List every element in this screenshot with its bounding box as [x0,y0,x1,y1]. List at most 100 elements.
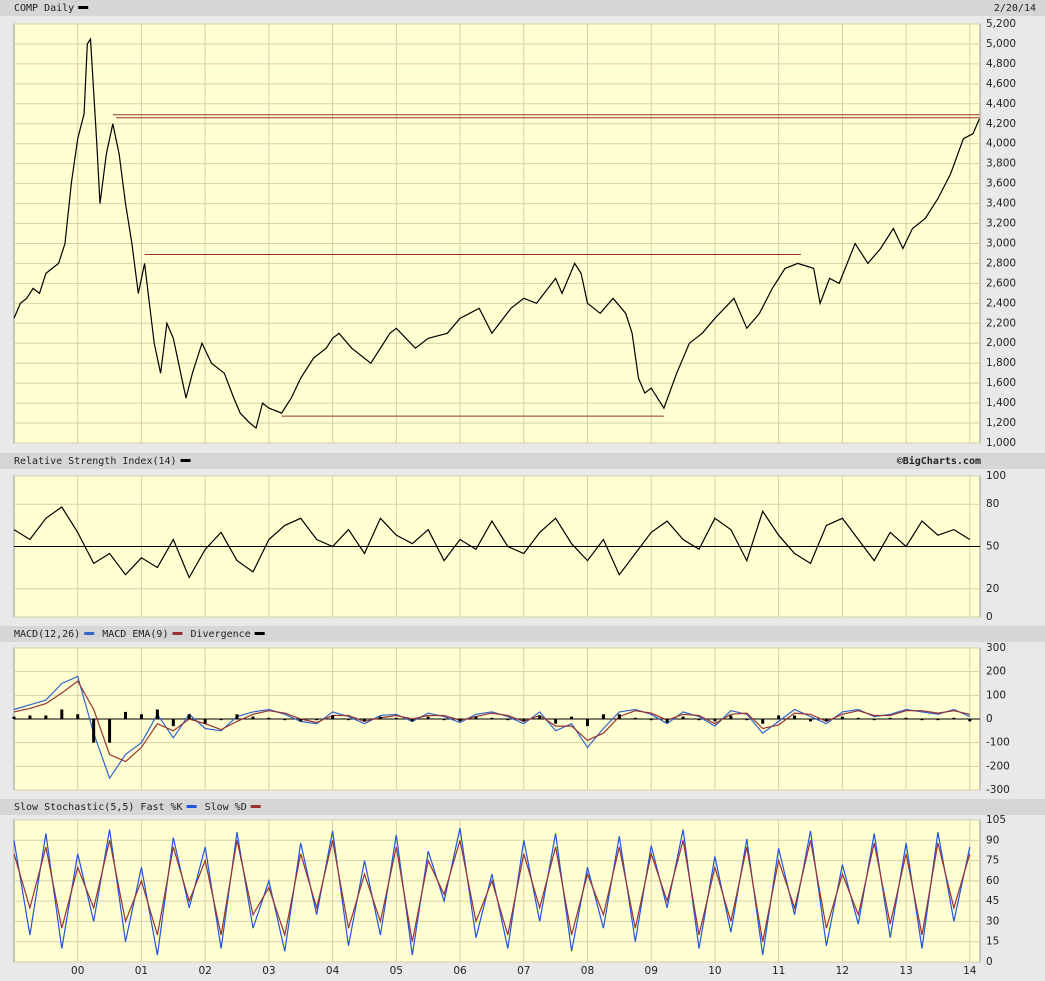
y-tick-label: 4,400 [986,98,1016,110]
panel-header [0,0,1045,16]
divergence-bar [362,719,366,722]
y-tick-label: 5,200 [986,18,1016,30]
divergence-bar [474,716,478,719]
legend-label: MACD EMA(9) [102,629,168,640]
x-tick-label: 04 [326,965,340,977]
y-tick-label: 3,600 [986,178,1016,190]
divergence-bar [60,709,64,719]
divergence-bar [171,719,175,727]
divergence-bar [713,719,717,722]
divergence-bar [347,719,351,721]
y-tick-label: 50 [986,541,999,553]
y-tick-label: 45 [986,895,999,907]
divergence-bar [442,719,446,721]
divergence-bar [554,719,558,724]
y-tick-label: 1,600 [986,377,1016,389]
y-tick-label: 105 [986,814,1006,826]
divergence-bar [28,715,32,719]
divergence-bar [697,719,701,721]
divergence-bar [155,709,159,719]
x-tick-label: 08 [581,965,594,977]
divergence-bar [665,719,669,723]
legend-label: Slow %D [205,802,247,813]
divergence-bar [219,719,223,721]
x-tick-label: 12 [836,965,849,977]
series-line [13,680,970,763]
y-tick-label: 2,600 [986,277,1016,289]
y-tick-label: 90 [986,834,999,846]
divergence-bar [394,717,398,719]
y-tick-label: 0 [986,611,993,623]
divergence-bar [283,719,287,721]
x-tick-label: 09 [645,965,658,977]
x-tick-label: 10 [708,965,721,977]
divergence-bar [251,716,255,719]
legend-label: COMP Daily [14,3,74,14]
legend-swatch [78,6,89,9]
legend-label: Divergence [190,629,250,640]
divergence-bar [522,719,526,722]
panel-header [0,453,1045,469]
y-tick-label: 2,000 [986,337,1016,349]
y-tick-label: 1,400 [986,397,1016,409]
y-tick-label: 1,200 [986,417,1016,429]
divergence-bar [824,719,828,722]
y-tick-label: 2,400 [986,297,1016,309]
divergence-bar [904,717,908,719]
divergence-bar [952,717,956,719]
divergence-bar [633,717,637,719]
y-tick-label: 3,800 [986,158,1016,170]
divergence-bar [331,715,335,719]
x-tick-label: 06 [453,965,467,977]
y-tick-label: 2,200 [986,317,1016,329]
y-tick-label: 2,800 [986,257,1016,269]
x-tick-label: 00 [71,965,84,977]
divergence-bar [92,719,96,743]
legend-swatch [186,805,197,808]
divergence-bar [506,719,510,721]
legend-label: Slow Stochastic(5,5) Fast %K [14,802,183,813]
divergence-bar [139,714,143,719]
y-tick-label: 5,000 [986,38,1016,50]
divergence-bar [426,716,430,719]
y-tick-label: 4,000 [986,138,1016,150]
divergence-bar [920,719,924,721]
y-tick-label: 15 [986,936,999,948]
divergence-bar [76,714,80,719]
divergence-bar [936,719,940,721]
date-label: 2/20/14 [994,3,1036,14]
divergence-bar [777,715,781,719]
divergence-bar [745,719,749,721]
y-tick-label: 1,000 [986,437,1016,449]
legend-swatch [180,459,191,462]
y-tick-label: -200 [986,760,1010,772]
divergence-bar [856,717,860,719]
y-tick-label: 3,400 [986,198,1016,210]
divergence-bar [793,715,797,719]
divergence-bar [761,719,765,724]
y-tick-label: 3,200 [986,218,1016,230]
plot-area [13,23,981,444]
divergence-bar [299,719,303,722]
series-line [13,675,971,780]
divergence-bar [458,719,462,722]
legend-swatch [254,632,265,635]
y-tick-label: 60 [986,875,999,887]
divergence-bar [267,717,271,719]
x-tick-label: 05 [390,965,403,977]
divergence-bar [888,717,892,719]
divergence-bar [570,716,574,719]
y-tick-label: 4,600 [986,78,1016,90]
divergence-bar [601,714,605,719]
panel-header [0,626,1045,642]
y-tick-label: 30 [986,915,999,927]
divergence-bar [681,716,685,719]
divergence-bar [490,717,494,719]
y-tick-label: 300 [986,642,1006,654]
divergence-bar [872,719,876,721]
series-line [13,506,971,579]
divergence-bar [809,719,813,722]
divergence-bar [378,716,382,719]
x-tick-label: 02 [198,965,211,977]
